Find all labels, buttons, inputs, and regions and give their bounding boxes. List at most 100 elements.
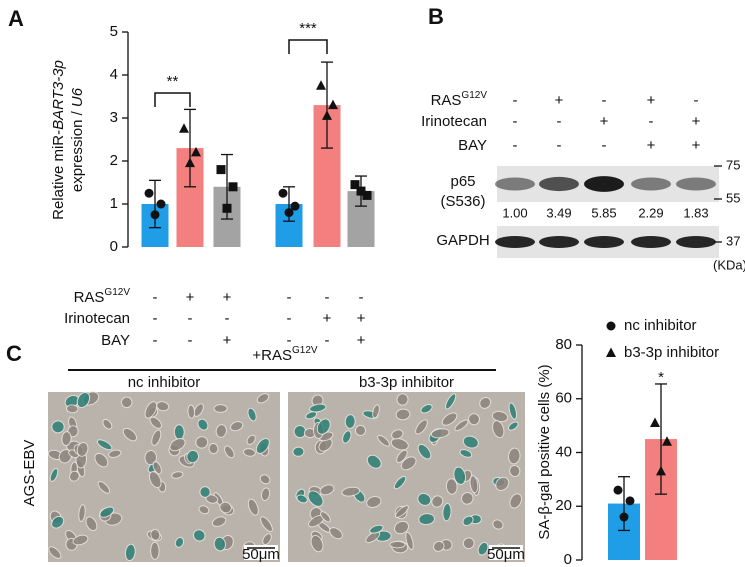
treatment-sign: + xyxy=(223,332,232,349)
treatment-sign: + xyxy=(323,310,332,327)
cell xyxy=(341,486,361,497)
cell xyxy=(320,511,331,523)
data-point xyxy=(662,436,672,446)
y-tick-label: 0 xyxy=(110,238,118,255)
cell xyxy=(144,449,157,466)
label-text: Irinotecan xyxy=(64,310,130,327)
cell xyxy=(246,434,256,445)
y-label-part: expression / xyxy=(69,107,86,192)
cell xyxy=(247,407,257,422)
blot-band xyxy=(631,177,671,191)
cell xyxy=(150,528,161,541)
scale-bar-label: 50μm xyxy=(487,546,525,563)
treatment-sign: - xyxy=(359,289,364,306)
cell xyxy=(477,541,489,556)
treatment-sign: - xyxy=(287,289,292,306)
cell xyxy=(174,536,185,548)
significance-bracket xyxy=(288,39,328,54)
row-label: RASG12V xyxy=(74,287,131,306)
cell xyxy=(260,487,271,502)
cell xyxy=(394,520,410,535)
cell xyxy=(152,461,162,475)
data-point xyxy=(284,208,294,218)
cell xyxy=(354,424,367,436)
treatment-sign: - xyxy=(287,332,292,349)
target-label: (S536) xyxy=(440,193,485,210)
label-text: RAS xyxy=(74,289,105,306)
legend-label: nc inhibitor xyxy=(624,317,697,334)
treatment-sign: + xyxy=(357,310,366,327)
cell xyxy=(186,449,200,464)
treatment-sign: - xyxy=(557,137,562,154)
y-tick-label: 5 xyxy=(110,23,118,40)
data-point xyxy=(650,417,660,427)
panel-label: C xyxy=(6,341,22,366)
cell xyxy=(492,420,505,439)
cell xyxy=(187,404,196,419)
cell xyxy=(255,438,270,454)
data-point xyxy=(228,182,238,192)
cell xyxy=(460,492,474,505)
treatment-sign: - xyxy=(513,113,518,130)
treatment-sign: + xyxy=(692,137,701,154)
target-label: p65 xyxy=(450,173,475,190)
row-label: Irinotecan xyxy=(64,310,130,327)
significance-label: * xyxy=(658,369,664,386)
cell xyxy=(309,403,327,413)
cell xyxy=(454,419,469,432)
quantification: 3.49 xyxy=(546,205,571,220)
cell xyxy=(144,401,158,419)
treatment-sign: + xyxy=(223,289,232,306)
data-point xyxy=(619,512,629,522)
data-point xyxy=(350,180,360,190)
row-label: Irinotecan xyxy=(421,113,487,130)
y-label-part: U6 xyxy=(69,87,86,107)
label-text: BAY xyxy=(101,332,130,349)
cell xyxy=(495,476,510,492)
y-label-part: Relative miR- xyxy=(50,130,67,220)
cell xyxy=(396,449,408,464)
cell xyxy=(102,418,113,430)
cell xyxy=(122,427,138,442)
scale-bar-label: 50μm xyxy=(242,546,280,563)
panel-label: A xyxy=(8,6,24,31)
cell xyxy=(395,408,411,421)
cell xyxy=(393,475,407,490)
cell xyxy=(445,478,458,495)
cell xyxy=(445,393,457,410)
cell xyxy=(199,486,211,498)
cell xyxy=(366,496,382,508)
cell xyxy=(509,493,523,509)
legend-label: b3-3p inhibitor xyxy=(624,344,719,361)
cell xyxy=(213,536,226,552)
cell xyxy=(344,414,356,429)
data-point xyxy=(156,199,166,209)
blot-band xyxy=(539,236,579,248)
cell xyxy=(342,430,352,444)
treatment-sign: + xyxy=(647,92,656,109)
cell xyxy=(69,470,80,482)
label-text: RAS xyxy=(431,92,462,109)
y-tick-label: 20 xyxy=(555,497,572,514)
legend-marker xyxy=(606,347,616,357)
cell xyxy=(66,404,79,414)
blot-band xyxy=(539,176,579,192)
quantification: 2.29 xyxy=(638,205,663,220)
treatment-sign: - xyxy=(513,92,518,109)
cell xyxy=(453,466,467,485)
cell xyxy=(219,501,232,514)
cell xyxy=(442,502,452,522)
label-superscript: G12V xyxy=(461,90,487,101)
cell xyxy=(51,420,65,434)
label-superscript: G12V xyxy=(104,287,130,298)
cell xyxy=(85,516,98,532)
cell xyxy=(213,404,228,413)
y-tick-label: 1 xyxy=(110,195,118,212)
data-point xyxy=(316,80,326,90)
blot-band xyxy=(676,236,716,248)
data-point xyxy=(150,210,160,220)
cell xyxy=(124,543,136,562)
cell-line-label: AGS-EBV xyxy=(21,440,38,507)
quantification: 5.85 xyxy=(591,205,616,220)
y-tick-label: 60 xyxy=(555,390,572,407)
